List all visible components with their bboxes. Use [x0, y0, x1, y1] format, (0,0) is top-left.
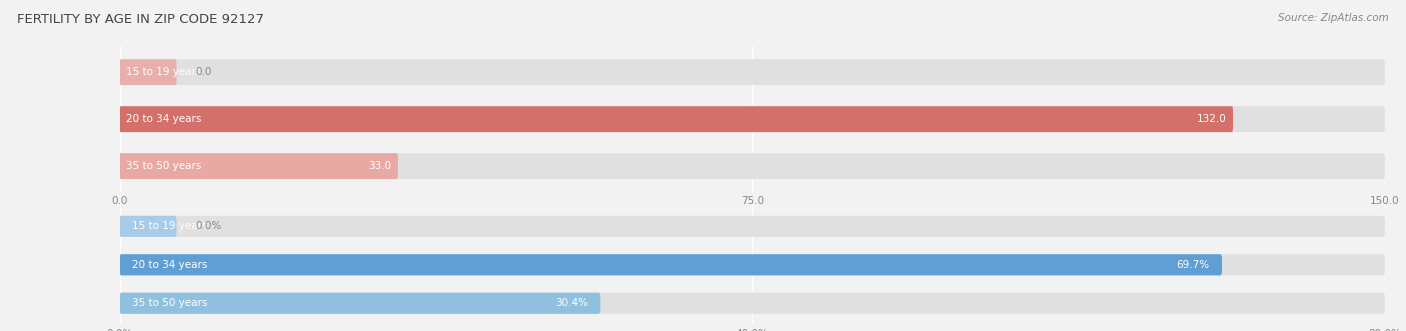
FancyBboxPatch shape: [120, 59, 177, 85]
Text: 0.0%: 0.0%: [195, 221, 222, 231]
Text: 35 to 50 years: 35 to 50 years: [132, 298, 208, 308]
Text: 20 to 34 years: 20 to 34 years: [127, 114, 201, 124]
Text: 15 to 19 years: 15 to 19 years: [132, 221, 208, 231]
Text: 35 to 50 years: 35 to 50 years: [127, 161, 201, 171]
FancyBboxPatch shape: [120, 216, 177, 237]
FancyBboxPatch shape: [120, 106, 1233, 132]
Text: Source: ZipAtlas.com: Source: ZipAtlas.com: [1278, 13, 1389, 23]
FancyBboxPatch shape: [120, 254, 1385, 275]
FancyBboxPatch shape: [120, 153, 398, 179]
FancyBboxPatch shape: [120, 293, 1385, 314]
FancyBboxPatch shape: [120, 293, 600, 314]
Text: 30.4%: 30.4%: [555, 298, 588, 308]
Text: FERTILITY BY AGE IN ZIP CODE 92127: FERTILITY BY AGE IN ZIP CODE 92127: [17, 13, 264, 26]
FancyBboxPatch shape: [120, 216, 1385, 237]
Text: 132.0: 132.0: [1197, 114, 1226, 124]
Text: 69.7%: 69.7%: [1177, 260, 1209, 270]
FancyBboxPatch shape: [120, 254, 1222, 275]
Text: 0.0: 0.0: [195, 67, 212, 77]
Text: 33.0: 33.0: [368, 161, 391, 171]
FancyBboxPatch shape: [120, 106, 1385, 132]
FancyBboxPatch shape: [120, 59, 1385, 85]
FancyBboxPatch shape: [120, 153, 1385, 179]
Text: 20 to 34 years: 20 to 34 years: [132, 260, 208, 270]
Text: 15 to 19 years: 15 to 19 years: [127, 67, 201, 77]
